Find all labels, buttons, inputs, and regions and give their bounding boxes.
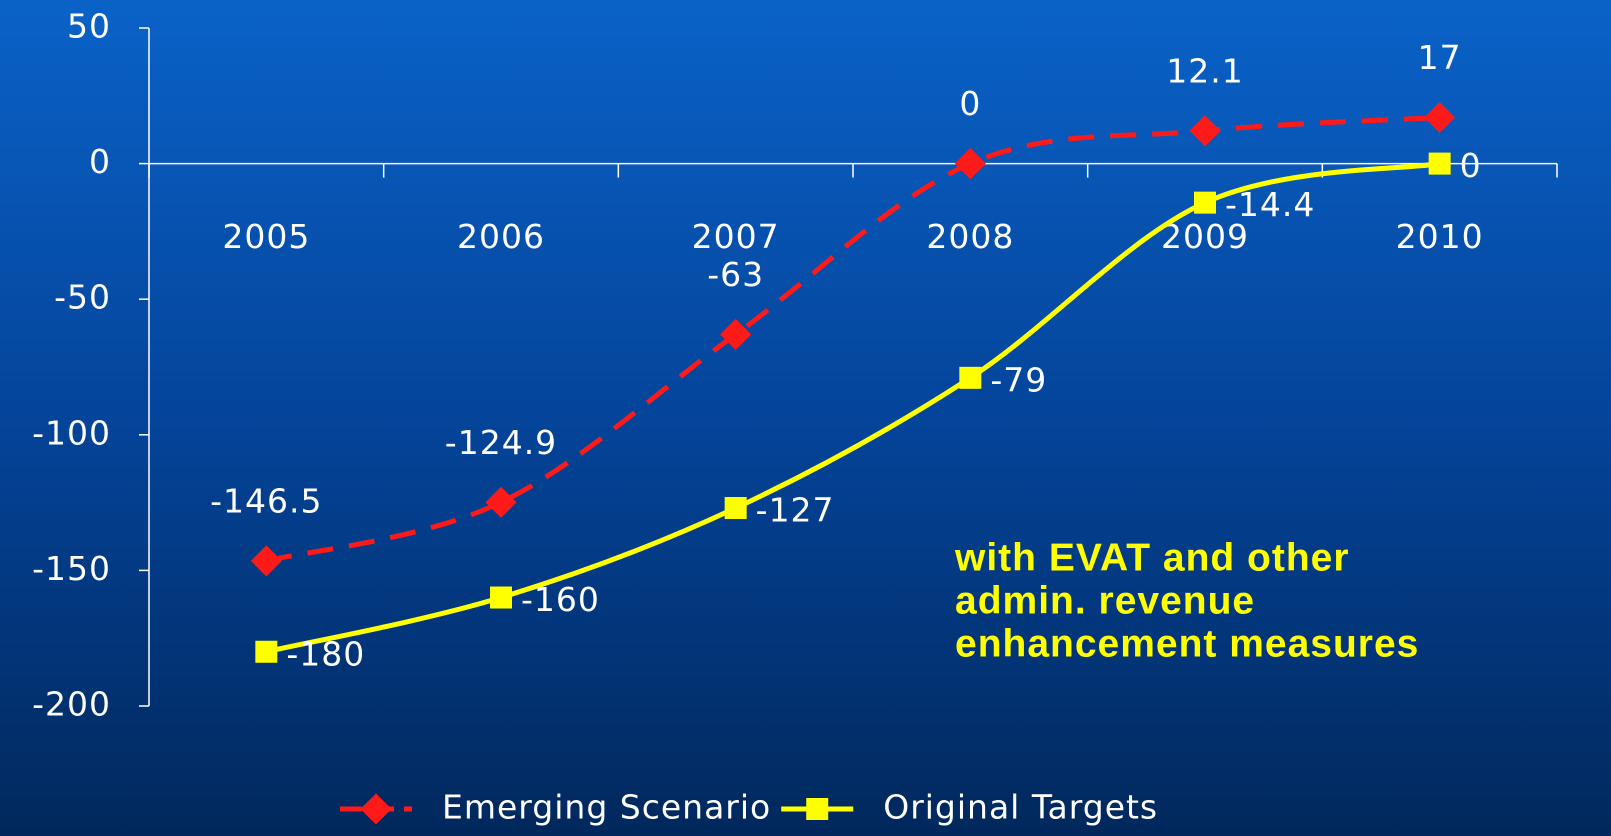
- marker: [1194, 191, 1216, 214]
- data-label: -160: [521, 580, 600, 619]
- series-line: [265, 114, 1440, 564]
- y-tick-label: -200: [32, 685, 111, 724]
- data-label: 0: [959, 84, 981, 123]
- marker: [485, 486, 517, 518]
- marker: [255, 640, 278, 663]
- y-tick-label: 50: [67, 7, 111, 46]
- marker: [724, 497, 747, 520]
- annotation: enhancement measures: [955, 622, 1419, 665]
- data-label: -79: [990, 360, 1047, 399]
- x-tick-label: 2006: [457, 217, 545, 256]
- y-tick-label: -50: [54, 278, 111, 317]
- data-label: -180: [286, 634, 365, 673]
- marker: [720, 318, 752, 351]
- data-label: -124.9: [445, 423, 557, 462]
- data-label: 17: [1418, 38, 1462, 77]
- x-tick-label: 2008: [926, 217, 1014, 256]
- legend-label: Original Targets: [883, 788, 1158, 827]
- data-label: -14.4: [1225, 185, 1315, 224]
- data-label: -63: [707, 255, 764, 294]
- legend-marker: [360, 793, 392, 825]
- data-label: 12.1: [1166, 51, 1243, 90]
- legend-label: Emerging Scenario: [442, 788, 771, 827]
- y-tick-label: 0: [89, 142, 111, 181]
- x-tick-label: 2005: [222, 217, 310, 256]
- y-tick-label: -150: [32, 549, 111, 588]
- x-tick-label: 2007: [692, 217, 780, 256]
- marker: [959, 366, 982, 389]
- annotation: admin. revenue: [955, 579, 1255, 622]
- x-tick-label: 2009: [1161, 217, 1249, 256]
- series-line: [265, 161, 1441, 655]
- marker: [490, 586, 512, 609]
- y-tick-label: -100: [32, 413, 111, 452]
- data-label: -127: [756, 491, 835, 530]
- legend-marker: [806, 798, 829, 820]
- x-tick-label: 2010: [1396, 217, 1484, 256]
- data-label: 0: [1460, 146, 1482, 185]
- data-label: -146.5: [210, 481, 322, 520]
- annotation: with EVAT and other: [954, 536, 1350, 579]
- marker: [1428, 152, 1451, 175]
